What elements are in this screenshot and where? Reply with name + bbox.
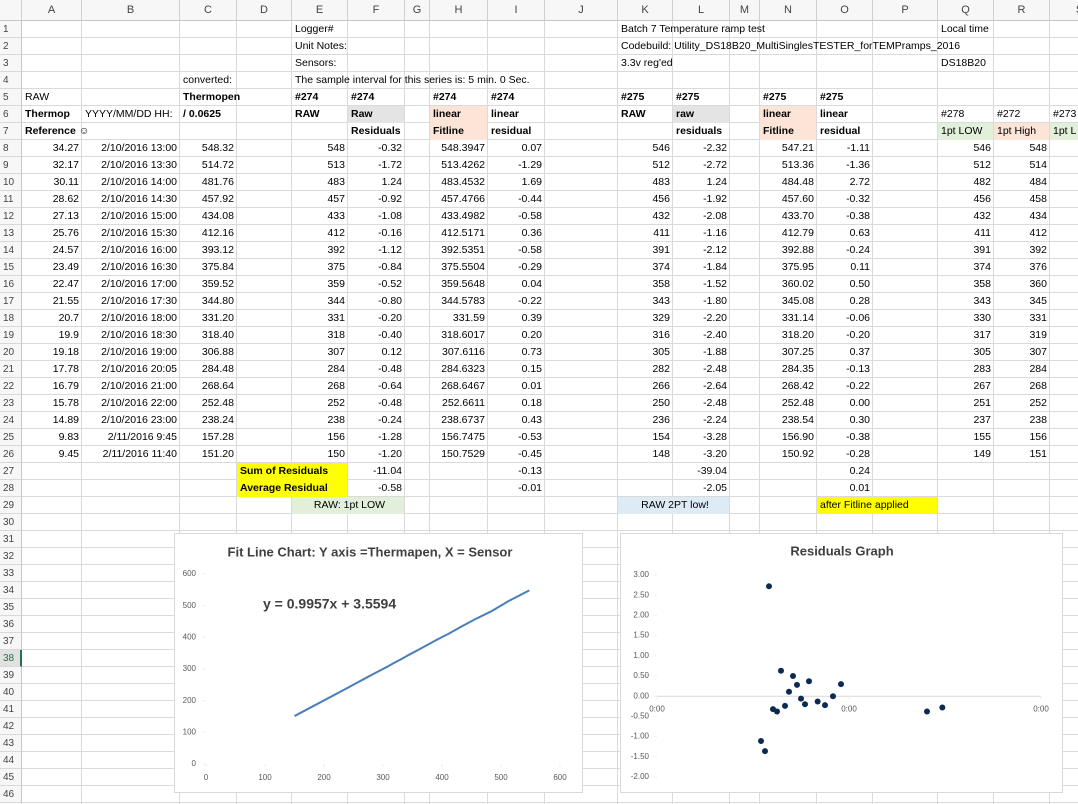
x-tick-label: 0:00 bbox=[1033, 704, 1049, 713]
x-tick-label: 300 bbox=[376, 773, 390, 782]
data-point bbox=[762, 748, 768, 754]
y-tick-label: 1.00 bbox=[633, 651, 649, 660]
chart: Residuals Graph-2.00-1.50-1.00-0.500.000… bbox=[621, 534, 1063, 793]
data-point bbox=[758, 738, 764, 744]
chart: Fit Line Chart: Y axis =Thermapen, X = S… bbox=[175, 534, 583, 793]
chart-title: Fit Line Chart: Y axis =Thermapen, X = S… bbox=[228, 544, 513, 559]
y-tick-label: -1.00 bbox=[631, 732, 650, 741]
x-tick-label: 200 bbox=[317, 773, 331, 782]
y-tick-label: 0.50 bbox=[633, 671, 649, 680]
x-tick-label: 0:00 bbox=[649, 704, 665, 713]
y-tick-label: 3.00 bbox=[633, 570, 649, 579]
data-point bbox=[924, 709, 930, 715]
y-tick-label: -1.50 bbox=[631, 752, 650, 761]
data-point bbox=[939, 705, 945, 711]
data-point bbox=[794, 682, 800, 688]
y-tick-label: -2.00 bbox=[631, 772, 650, 781]
chart-area bbox=[175, 534, 583, 793]
x-tick-label: 400 bbox=[435, 773, 449, 782]
y-tick-label: 400 bbox=[183, 632, 197, 641]
data-point bbox=[815, 698, 821, 704]
data-point bbox=[790, 673, 796, 679]
x-tick-label: 500 bbox=[494, 773, 508, 782]
y-tick-label: 0.00 bbox=[633, 691, 649, 700]
x-tick-label: 600 bbox=[553, 773, 567, 782]
data-point bbox=[786, 689, 792, 695]
data-point bbox=[778, 668, 784, 674]
chart-title: Residuals Graph bbox=[790, 543, 893, 558]
trendline-equation: y = 0.9957x + 3.5594 bbox=[263, 596, 396, 612]
y-tick-label: 100 bbox=[183, 727, 197, 736]
data-point bbox=[830, 693, 836, 699]
data-point bbox=[774, 709, 780, 715]
y-tick-label: 2.50 bbox=[633, 590, 649, 599]
y-tick-label: 500 bbox=[183, 601, 197, 610]
chart-area bbox=[621, 534, 1063, 793]
data-point bbox=[838, 681, 844, 687]
y-tick-label: 1.50 bbox=[633, 631, 649, 640]
y-tick-label: 2.00 bbox=[633, 611, 649, 620]
y-tick-label: 300 bbox=[183, 664, 197, 673]
y-tick-label: 0 bbox=[192, 759, 197, 768]
y-tick-label: -0.50 bbox=[631, 712, 650, 721]
data-point bbox=[806, 678, 812, 684]
data-point bbox=[822, 702, 828, 708]
data-point bbox=[766, 583, 772, 589]
data-point bbox=[802, 701, 808, 707]
x-tick-label: 100 bbox=[258, 773, 272, 782]
y-tick-label: 600 bbox=[183, 569, 197, 578]
x-tick-label: 0:00 bbox=[841, 704, 857, 713]
x-tick-label: 0 bbox=[204, 773, 209, 782]
data-point bbox=[782, 703, 788, 709]
y-tick-label: 200 bbox=[183, 696, 197, 705]
data-point bbox=[798, 696, 804, 702]
